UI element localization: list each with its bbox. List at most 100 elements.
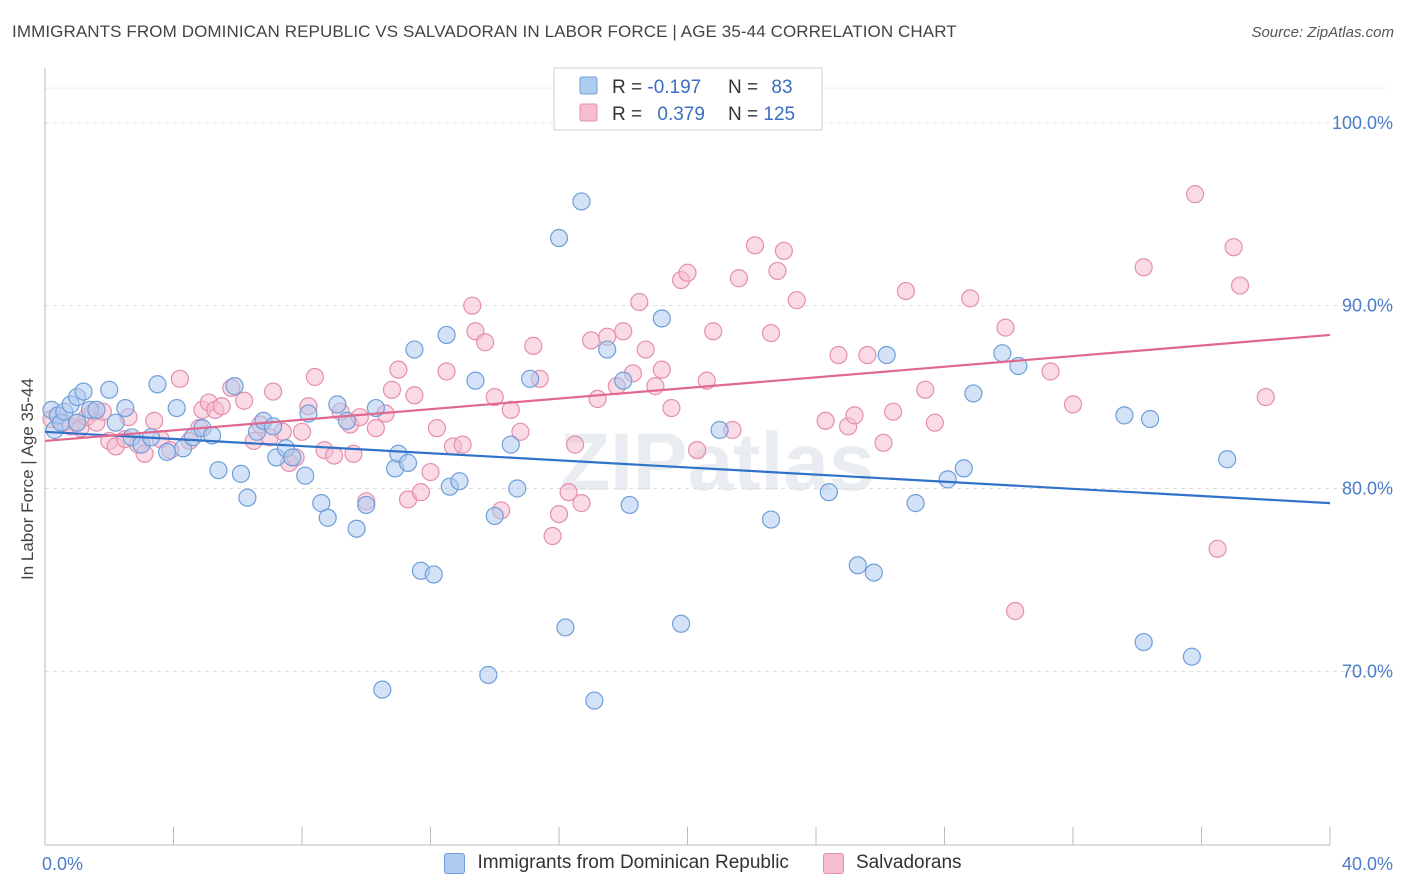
point-dominican-republic (585, 691, 604, 710)
point-salvadorans (389, 360, 408, 379)
point-dominican-republic (209, 461, 228, 480)
point-dominican-republic (1218, 450, 1237, 469)
svg-text:R = 0.379: R = 0.379 (612, 104, 705, 125)
point-dominican-republic (848, 556, 867, 575)
point-salvadorans (1224, 238, 1243, 257)
x-tick-label: 40.0% (1342, 854, 1393, 874)
point-salvadorans (572, 494, 591, 513)
point-salvadorans (453, 435, 472, 454)
point-dominican-republic (598, 340, 617, 359)
point-salvadorans (421, 462, 440, 482)
point-salvadorans (636, 340, 655, 359)
point-dominican-republic (906, 494, 925, 513)
trend-line-salvadorans (44, 333, 1331, 443)
point-dominican-republic (479, 665, 498, 685)
point-salvadorans (437, 362, 456, 381)
point-salvadorans (1230, 276, 1250, 295)
x-tick-label: 0.0% (42, 854, 83, 874)
series-salvadorans (42, 185, 1275, 621)
point-dominican-republic (620, 495, 639, 515)
point-dominican-republic (485, 506, 504, 526)
point-salvadorans (816, 411, 835, 430)
source-label: Source: ZipAtlas.com (1251, 24, 1394, 41)
point-dominican-republic (1140, 409, 1160, 429)
point-dominican-republic (671, 614, 691, 633)
point-salvadorans (549, 504, 569, 524)
point-salvadorans (411, 483, 430, 502)
point-dominican-republic (652, 309, 671, 328)
point-dominican-republic (238, 488, 257, 507)
point-salvadorans (662, 398, 681, 418)
point-salvadorans (1041, 362, 1060, 381)
point-salvadorans (476, 333, 495, 352)
stats-legend: R = -0.197 N = 83 R = 0.379 N = 125 (553, 67, 823, 131)
point-salvadorans (729, 269, 749, 288)
point-salvadorans (543, 526, 562, 546)
point-dominican-republic (556, 618, 575, 637)
point-dominican-republic (424, 565, 443, 584)
point-salvadorans (774, 241, 793, 260)
point-salvadorans (485, 387, 504, 407)
point-salvadorans (1208, 539, 1227, 558)
point-salvadorans (614, 322, 633, 341)
point-dominican-republic (1115, 406, 1134, 425)
point-dominican-republic (263, 417, 283, 436)
point-dominican-republic (520, 369, 540, 388)
point-dominican-republic (761, 510, 781, 529)
legend-r-label: R = (612, 104, 647, 125)
point-salvadorans (896, 281, 916, 301)
legend-n-value: 83 (771, 77, 792, 98)
svg-text:N = 83: N = 83 (728, 77, 793, 98)
point-dominican-republic (549, 228, 569, 248)
point-dominican-republic (964, 384, 983, 403)
point-dominican-republic (373, 680, 392, 699)
y-tick-label: 100.0% (1332, 113, 1393, 133)
point-salvadorans (883, 402, 903, 421)
point-salvadorans (630, 292, 649, 312)
point-dominican-republic (466, 371, 485, 390)
point-dominican-republic (74, 382, 93, 401)
point-salvadorans (1063, 395, 1083, 414)
legend-swatch-blue (444, 852, 466, 874)
point-salvadorans (768, 261, 787, 281)
series-legend: Immigrants from Dominican Republic Salva… (0, 852, 1406, 874)
point-dominican-republic (231, 464, 251, 483)
point-dominican-republic (347, 519, 366, 538)
point-dominican-republic (148, 375, 167, 394)
point-dominican-republic (508, 479, 527, 498)
point-dominican-republic (328, 395, 347, 414)
point-salvadorans (858, 345, 877, 365)
point-salvadorans (325, 446, 344, 465)
legend-n-label: N = (728, 77, 763, 98)
point-salvadorans (565, 435, 585, 454)
point-salvadorans (787, 291, 806, 310)
svg-text:R = -0.197: R = -0.197 (612, 77, 701, 98)
point-dominican-republic (450, 472, 469, 491)
legend-n-label: N = (728, 104, 763, 125)
point-salvadorans (235, 391, 254, 410)
point-salvadorans (845, 406, 864, 425)
legend-label-salvadorans: Salvadorans (855, 852, 962, 873)
point-dominican-republic (501, 435, 520, 454)
y-tick-label: 80.0% (1342, 478, 1393, 498)
point-dominican-republic (283, 448, 302, 467)
point-dominican-republic (106, 413, 125, 432)
point-salvadorans (961, 289, 980, 308)
point-salvadorans (925, 413, 944, 432)
trend-line-dominican-republic (44, 430, 1331, 505)
legend-r-value: -0.197 (647, 77, 701, 98)
point-dominican-republic (819, 483, 838, 502)
point-dominican-republic (357, 495, 376, 515)
legend-item-salvadorans: Salvadorans (822, 852, 962, 874)
point-dominican-republic (877, 345, 896, 365)
point-salvadorans (1185, 185, 1205, 204)
point-dominican-republic (572, 192, 591, 211)
point-dominican-republic (68, 413, 87, 432)
legend-swatch-pink (822, 852, 844, 874)
point-salvadorans (678, 263, 697, 282)
point-dominican-republic (1134, 632, 1153, 652)
chart-title: IMMIGRANTS FROM DOMINICAN REPUBLIC VS SA… (12, 22, 957, 41)
point-salvadorans (688, 441, 707, 460)
svg-text:N = 125: N = 125 (728, 104, 795, 125)
y-tick-label: 90.0% (1342, 296, 1393, 316)
